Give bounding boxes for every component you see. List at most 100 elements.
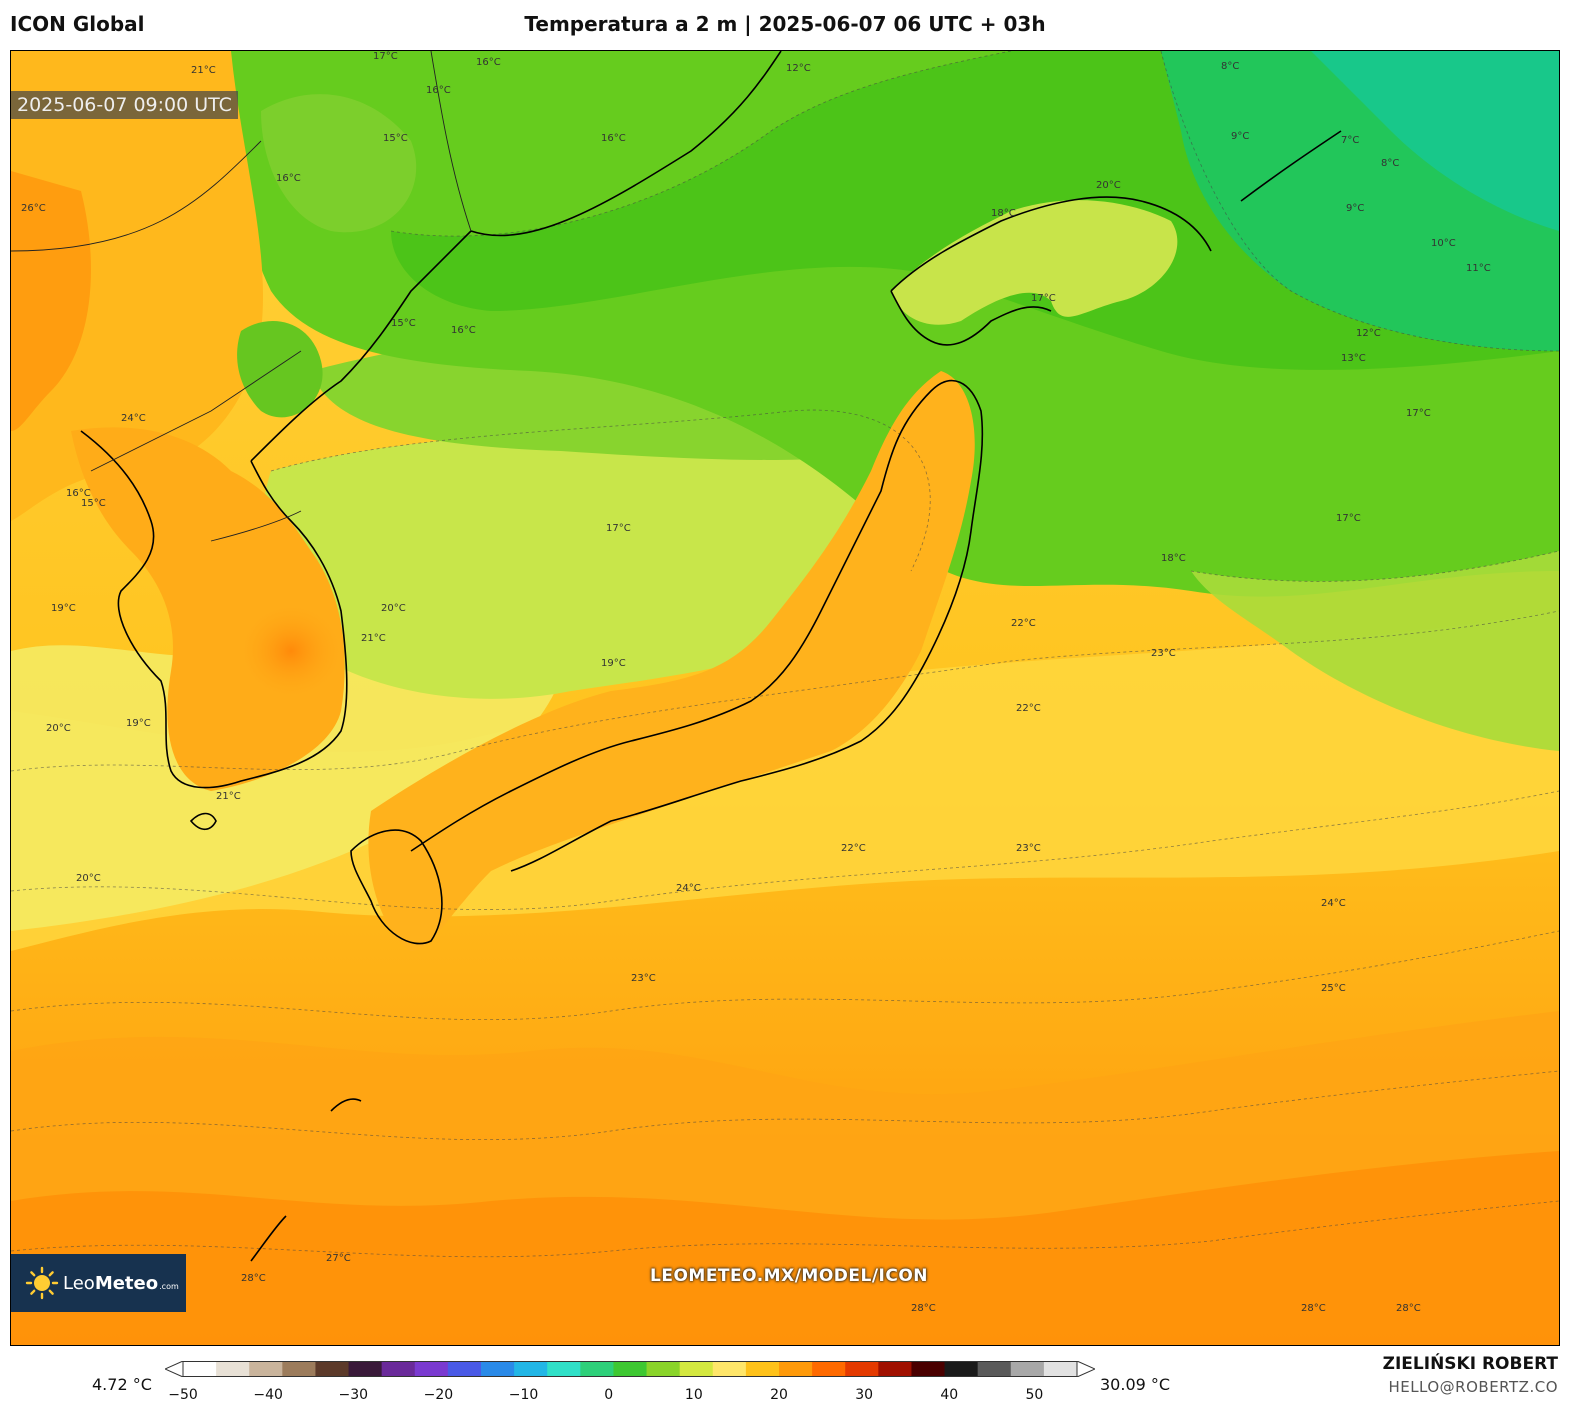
colorbar-swatch xyxy=(547,1361,581,1377)
colorbar-swatch xyxy=(381,1361,416,1377)
contour-label: 16°C xyxy=(476,57,501,68)
contour-label: 8°C xyxy=(1381,158,1399,169)
contour-label: 23°C xyxy=(1151,648,1176,659)
brand-name: LeoMeteo xyxy=(63,1272,159,1294)
colorbar-swatch xyxy=(745,1361,780,1377)
colorbar-tick-label: 40 xyxy=(940,1387,959,1403)
contour-label: 17°C xyxy=(373,51,398,62)
contour-label: 24°C xyxy=(1321,898,1346,909)
colorbar-swatch xyxy=(348,1361,383,1377)
colorbar-tick-label: 10 xyxy=(684,1387,703,1403)
contour-label: 25°C xyxy=(1321,983,1346,994)
contour-label: 26°C xyxy=(21,203,46,214)
contour-label: 16°C xyxy=(426,85,451,96)
colorbar-swatch xyxy=(481,1361,515,1377)
contour-label: 18°C xyxy=(991,208,1016,219)
contour-label: 16°C xyxy=(601,133,626,144)
contour-label: 10°C xyxy=(1431,238,1456,249)
contour-label: 17°C xyxy=(1406,408,1431,419)
contour-label: 24°C xyxy=(121,413,146,424)
contour-label: 28°C xyxy=(1301,1303,1326,1314)
author-name: ZIELIŃSKI ROBERT xyxy=(1382,1354,1558,1374)
sun-icon xyxy=(25,1266,59,1300)
colorbar-tick-label: 50 xyxy=(1025,1387,1044,1403)
contour-label: 16°C xyxy=(276,173,301,184)
model-url-watermark: LEOMETEO.MX/MODEL/ICON xyxy=(650,1266,929,1286)
temperature-map[interactable]: 21°C 16°C 16°C 17°C 16°C 15°C 16°C 12°C 8°C 9°C 7°… xyxy=(10,50,1560,1346)
contour-label: 9°C xyxy=(1346,203,1364,214)
contour-label: 12°C xyxy=(786,63,811,74)
contour-label: 13°C xyxy=(1341,353,1366,364)
contour-label: 19°C xyxy=(126,718,151,729)
contour-label: 28°C xyxy=(1396,1303,1421,1314)
colorbar-swatch xyxy=(183,1361,217,1377)
temperature-field: 21°C 16°C 16°C 17°C 16°C 15°C 16°C 12°C 8°C 9°C 7°… xyxy=(11,51,1559,1345)
contour-label: 15°C xyxy=(391,318,416,329)
colorbar-swatch xyxy=(514,1361,548,1377)
colorbar-swatch xyxy=(447,1361,482,1377)
model-name: ICON Global xyxy=(10,12,145,36)
contour-label: 28°C xyxy=(241,1273,266,1284)
brand-suffix: .com xyxy=(159,1281,179,1291)
colorbar-tick-label: 30 xyxy=(855,1387,874,1403)
colorbar-tick-label: −40 xyxy=(253,1387,283,1403)
contour-label: 11°C xyxy=(1466,263,1491,274)
colorbar-tick-label: −10 xyxy=(508,1387,539,1403)
contour-label: 24°C xyxy=(676,883,701,894)
colorbar-swatch xyxy=(646,1361,681,1377)
colorbar-swatch xyxy=(712,1361,747,1377)
colorbar-swatch xyxy=(315,1361,350,1377)
colorbar-max-extend xyxy=(1076,1361,1095,1377)
contour-label: 8°C xyxy=(1221,61,1239,72)
contour-label: 9°C xyxy=(1231,131,1249,142)
contour-label: 23°C xyxy=(1016,843,1041,854)
contour-label: 28°C xyxy=(911,1303,936,1314)
author-email: HELLO@ROBERTZ.CO xyxy=(1388,1378,1558,1396)
contour-label: 19°C xyxy=(601,658,626,669)
contour-label: 20°C xyxy=(1096,180,1121,191)
contour-label: 22°C xyxy=(841,843,866,854)
contour-label: 17°C xyxy=(1031,293,1056,304)
colorbar-tick-label: 20 xyxy=(770,1387,788,1403)
colorbar-swatch xyxy=(613,1361,648,1377)
contour-label: 27°C xyxy=(326,1253,351,1264)
contour-label: 12°C xyxy=(1356,328,1381,339)
colorbar-swatch xyxy=(216,1361,250,1377)
colorbar-swatch xyxy=(249,1361,283,1377)
contour-label: 22°C xyxy=(1016,703,1041,714)
colorbar-swatch xyxy=(977,1361,1012,1377)
contour-label: 19°C xyxy=(51,603,76,614)
contour-label: 21°C xyxy=(216,791,241,802)
colorbar-swatch xyxy=(812,1361,846,1377)
map-title: Temperatura a 2 m | 2025-06-07 06 UTC + … xyxy=(524,12,1046,36)
leometeo-logo[interactable]: LeoMeteo .com xyxy=(11,1254,186,1312)
colorbar-swatch xyxy=(779,1361,813,1377)
colorbar-swatch xyxy=(679,1361,714,1377)
contour-label: 18°C xyxy=(1161,553,1186,564)
contour-label: 21°C xyxy=(361,633,386,644)
contour-label: 21°C xyxy=(191,65,216,76)
contour-label: 22°C xyxy=(1011,618,1036,629)
contour-label: 7°C xyxy=(1341,135,1359,146)
colorbar-swatch xyxy=(1043,1361,1078,1377)
contour-label: 15°C xyxy=(383,133,408,144)
contour-label: 15°C xyxy=(81,498,106,509)
colorbar-swatch xyxy=(580,1361,615,1377)
colorbar-tick-label: −20 xyxy=(423,1387,454,1403)
contour-label: 20°C xyxy=(46,723,71,734)
colorbar xyxy=(165,1361,1095,1377)
colorbar-tick-label: −50 xyxy=(168,1387,198,1403)
colorbar-swatch xyxy=(911,1361,946,1377)
colorbar-swatch xyxy=(944,1361,979,1377)
contour-label: 20°C xyxy=(381,603,406,614)
colorbar-swatch xyxy=(414,1361,449,1377)
colorbar-swatch xyxy=(1010,1361,1045,1377)
valid-time-label: 2025-06-07 09:00 UTC xyxy=(11,91,238,119)
colorbar-swatch xyxy=(878,1361,913,1377)
contour-label: 20°C xyxy=(76,873,101,884)
contour-label: 17°C xyxy=(606,523,631,534)
colorbar-tick-label: −30 xyxy=(338,1387,369,1403)
colorbar-swatch xyxy=(282,1361,317,1377)
colorbar-max-label: 30.09 °C xyxy=(1100,1375,1171,1394)
colorbar-min-extend xyxy=(165,1361,184,1377)
